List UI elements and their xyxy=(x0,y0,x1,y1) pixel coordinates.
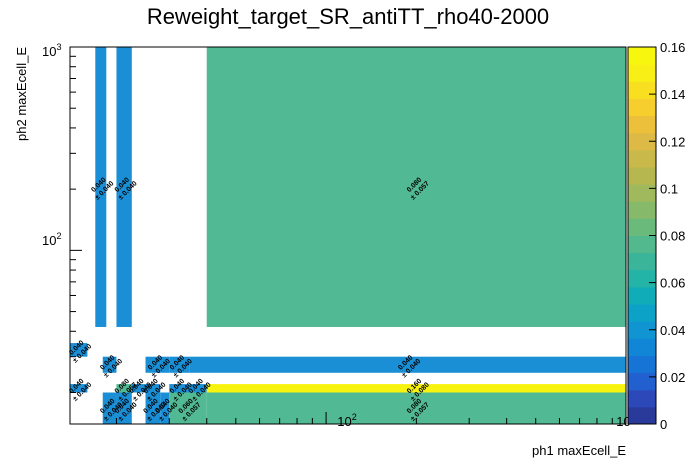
heatmap-cell xyxy=(116,384,132,393)
color-scale-band xyxy=(628,81,656,99)
color-scale-band xyxy=(628,355,656,374)
color-scale-bar xyxy=(628,47,656,425)
x-tick-label-100: 102 xyxy=(337,412,356,429)
color-scale-band xyxy=(628,389,656,408)
color-scale-band xyxy=(628,304,656,322)
cell-value-label: 0.040± 0.040 xyxy=(114,176,139,201)
heatmap-cells xyxy=(70,47,626,424)
heatmap-cell xyxy=(169,392,207,424)
cell-value-label: 0.040± 0.040 xyxy=(90,176,115,201)
cell-value-label: 0.040± 0.040 xyxy=(397,354,422,379)
color-scale-band xyxy=(628,235,656,254)
color-scale-band xyxy=(628,64,656,82)
color-scale-band xyxy=(628,286,656,305)
heatmap-cell xyxy=(145,392,161,424)
color-scale-tick-label: 0.1 xyxy=(660,181,678,196)
cell-value-label: 0.040± 0.040 xyxy=(99,354,124,379)
heatmap-cell xyxy=(206,47,626,327)
heatmap-cell xyxy=(189,384,207,393)
color-scale-band xyxy=(628,201,656,219)
color-scale-tick-label: 0.02 xyxy=(660,370,685,385)
heatmap-cell xyxy=(95,47,107,327)
color-scale-band xyxy=(628,132,656,151)
y-tick-label-1000: 103 xyxy=(42,42,61,59)
color-scale-tick-label: 0.12 xyxy=(660,134,685,149)
color-scale-band xyxy=(628,98,656,117)
color-scale-band xyxy=(628,47,656,65)
color-scale-tick-label: 0 xyxy=(660,417,667,432)
x-axis-ticks xyxy=(115,412,627,424)
heatmap-cell xyxy=(169,356,190,373)
heatmap-cell xyxy=(160,392,170,424)
x-axis-title: ph1 maxEcell_E xyxy=(532,443,626,458)
color-scale-band xyxy=(628,321,656,339)
color-scale-band xyxy=(628,372,656,391)
heatmap-cell xyxy=(102,392,117,424)
color-scale-tick-label: 0.14 xyxy=(660,87,685,102)
heatmap-cell xyxy=(145,356,170,373)
heatmap-cell xyxy=(131,384,146,393)
heatmap-cell xyxy=(70,343,88,357)
color-scale-band xyxy=(628,166,656,185)
heatmap-cell xyxy=(116,392,132,424)
plot-frame xyxy=(69,46,627,425)
y-tick-label-100: 102 xyxy=(42,231,61,248)
heatmap-cell xyxy=(102,356,117,373)
y-axis-ticks xyxy=(70,46,82,393)
heatmap-cell xyxy=(189,356,626,373)
color-scale-tick-label: 0.06 xyxy=(660,276,685,291)
color-scale-ticks: 0 0.02 0.04 0.06 0.08 0.1 0.12 0.14 0.16 xyxy=(649,40,685,432)
heatmap-cell xyxy=(70,384,88,393)
y-axis-title: ph2 maxEcell_E xyxy=(14,47,29,141)
color-scale-band xyxy=(628,338,656,356)
heatmap-cell xyxy=(169,384,190,393)
heatmap-cell xyxy=(145,384,161,393)
color-scale-band xyxy=(628,252,656,271)
color-scale-band xyxy=(628,269,656,288)
cell-value-label: 0.040± 0.040 xyxy=(169,354,194,379)
color-scale-band xyxy=(628,149,656,168)
color-scale-band xyxy=(628,115,656,134)
color-scale-band xyxy=(628,218,656,236)
heatmap-cell xyxy=(206,384,626,393)
color-scale-tick-label: 0.08 xyxy=(660,229,685,244)
color-scale-tick-label: 0.16 xyxy=(660,40,685,55)
color-scale-band xyxy=(628,406,656,425)
heatmap-cell xyxy=(116,47,132,327)
color-scale-tick-label: 0.04 xyxy=(660,323,685,338)
cell-value-label: 0.040± 0.040 xyxy=(147,354,172,379)
color-scale-band xyxy=(628,184,656,202)
chart-title: Reweight_target_SR_antiTT_rho40-2000 xyxy=(147,4,549,29)
